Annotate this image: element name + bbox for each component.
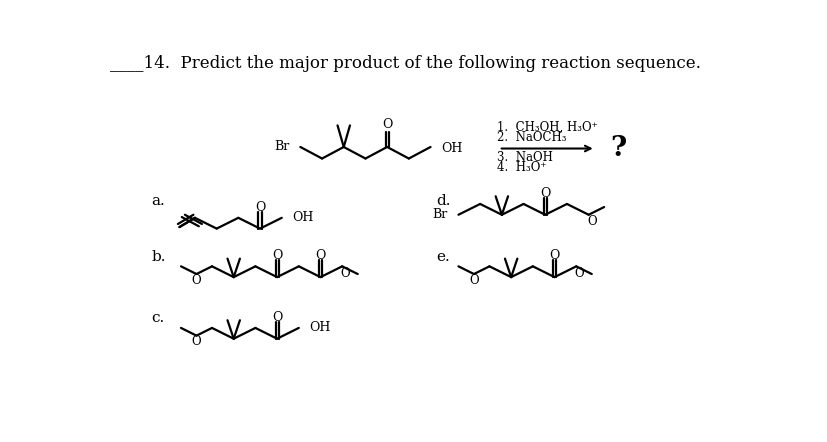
Text: O: O — [192, 274, 201, 287]
Text: d.: d. — [436, 194, 451, 208]
Text: 4.  H₃O⁺: 4. H₃O⁺ — [496, 161, 546, 174]
Text: a.: a. — [151, 194, 165, 208]
Text: 1.  CH₃OH, H₃O⁺: 1. CH₃OH, H₃O⁺ — [496, 121, 597, 133]
Text: O: O — [469, 274, 478, 287]
Text: b.: b. — [151, 250, 166, 264]
Text: O: O — [192, 335, 201, 348]
Text: 2.  NaOCH₃: 2. NaOCH₃ — [496, 131, 566, 144]
Text: O: O — [340, 267, 350, 280]
Text: O: O — [548, 249, 559, 262]
Text: OH: OH — [441, 142, 462, 155]
Text: Br: Br — [274, 141, 289, 153]
Text: 3.  NaOH: 3. NaOH — [496, 151, 552, 164]
Text: e.: e. — [436, 250, 450, 264]
Text: Br: Br — [432, 208, 447, 221]
Text: ?: ? — [610, 135, 626, 162]
Text: O: O — [255, 201, 265, 213]
Text: O: O — [271, 249, 282, 262]
Text: O: O — [381, 118, 392, 131]
Text: O: O — [315, 249, 325, 262]
Text: O: O — [539, 187, 550, 200]
Text: OH: OH — [292, 211, 313, 225]
Text: c.: c. — [151, 311, 165, 325]
Text: ____14.  Predict the major product of the following reaction sequence.: ____14. Predict the major product of the… — [109, 55, 700, 72]
Text: OH: OH — [309, 321, 331, 335]
Text: O: O — [271, 311, 282, 324]
Text: O: O — [586, 215, 595, 228]
Text: O: O — [574, 267, 584, 280]
